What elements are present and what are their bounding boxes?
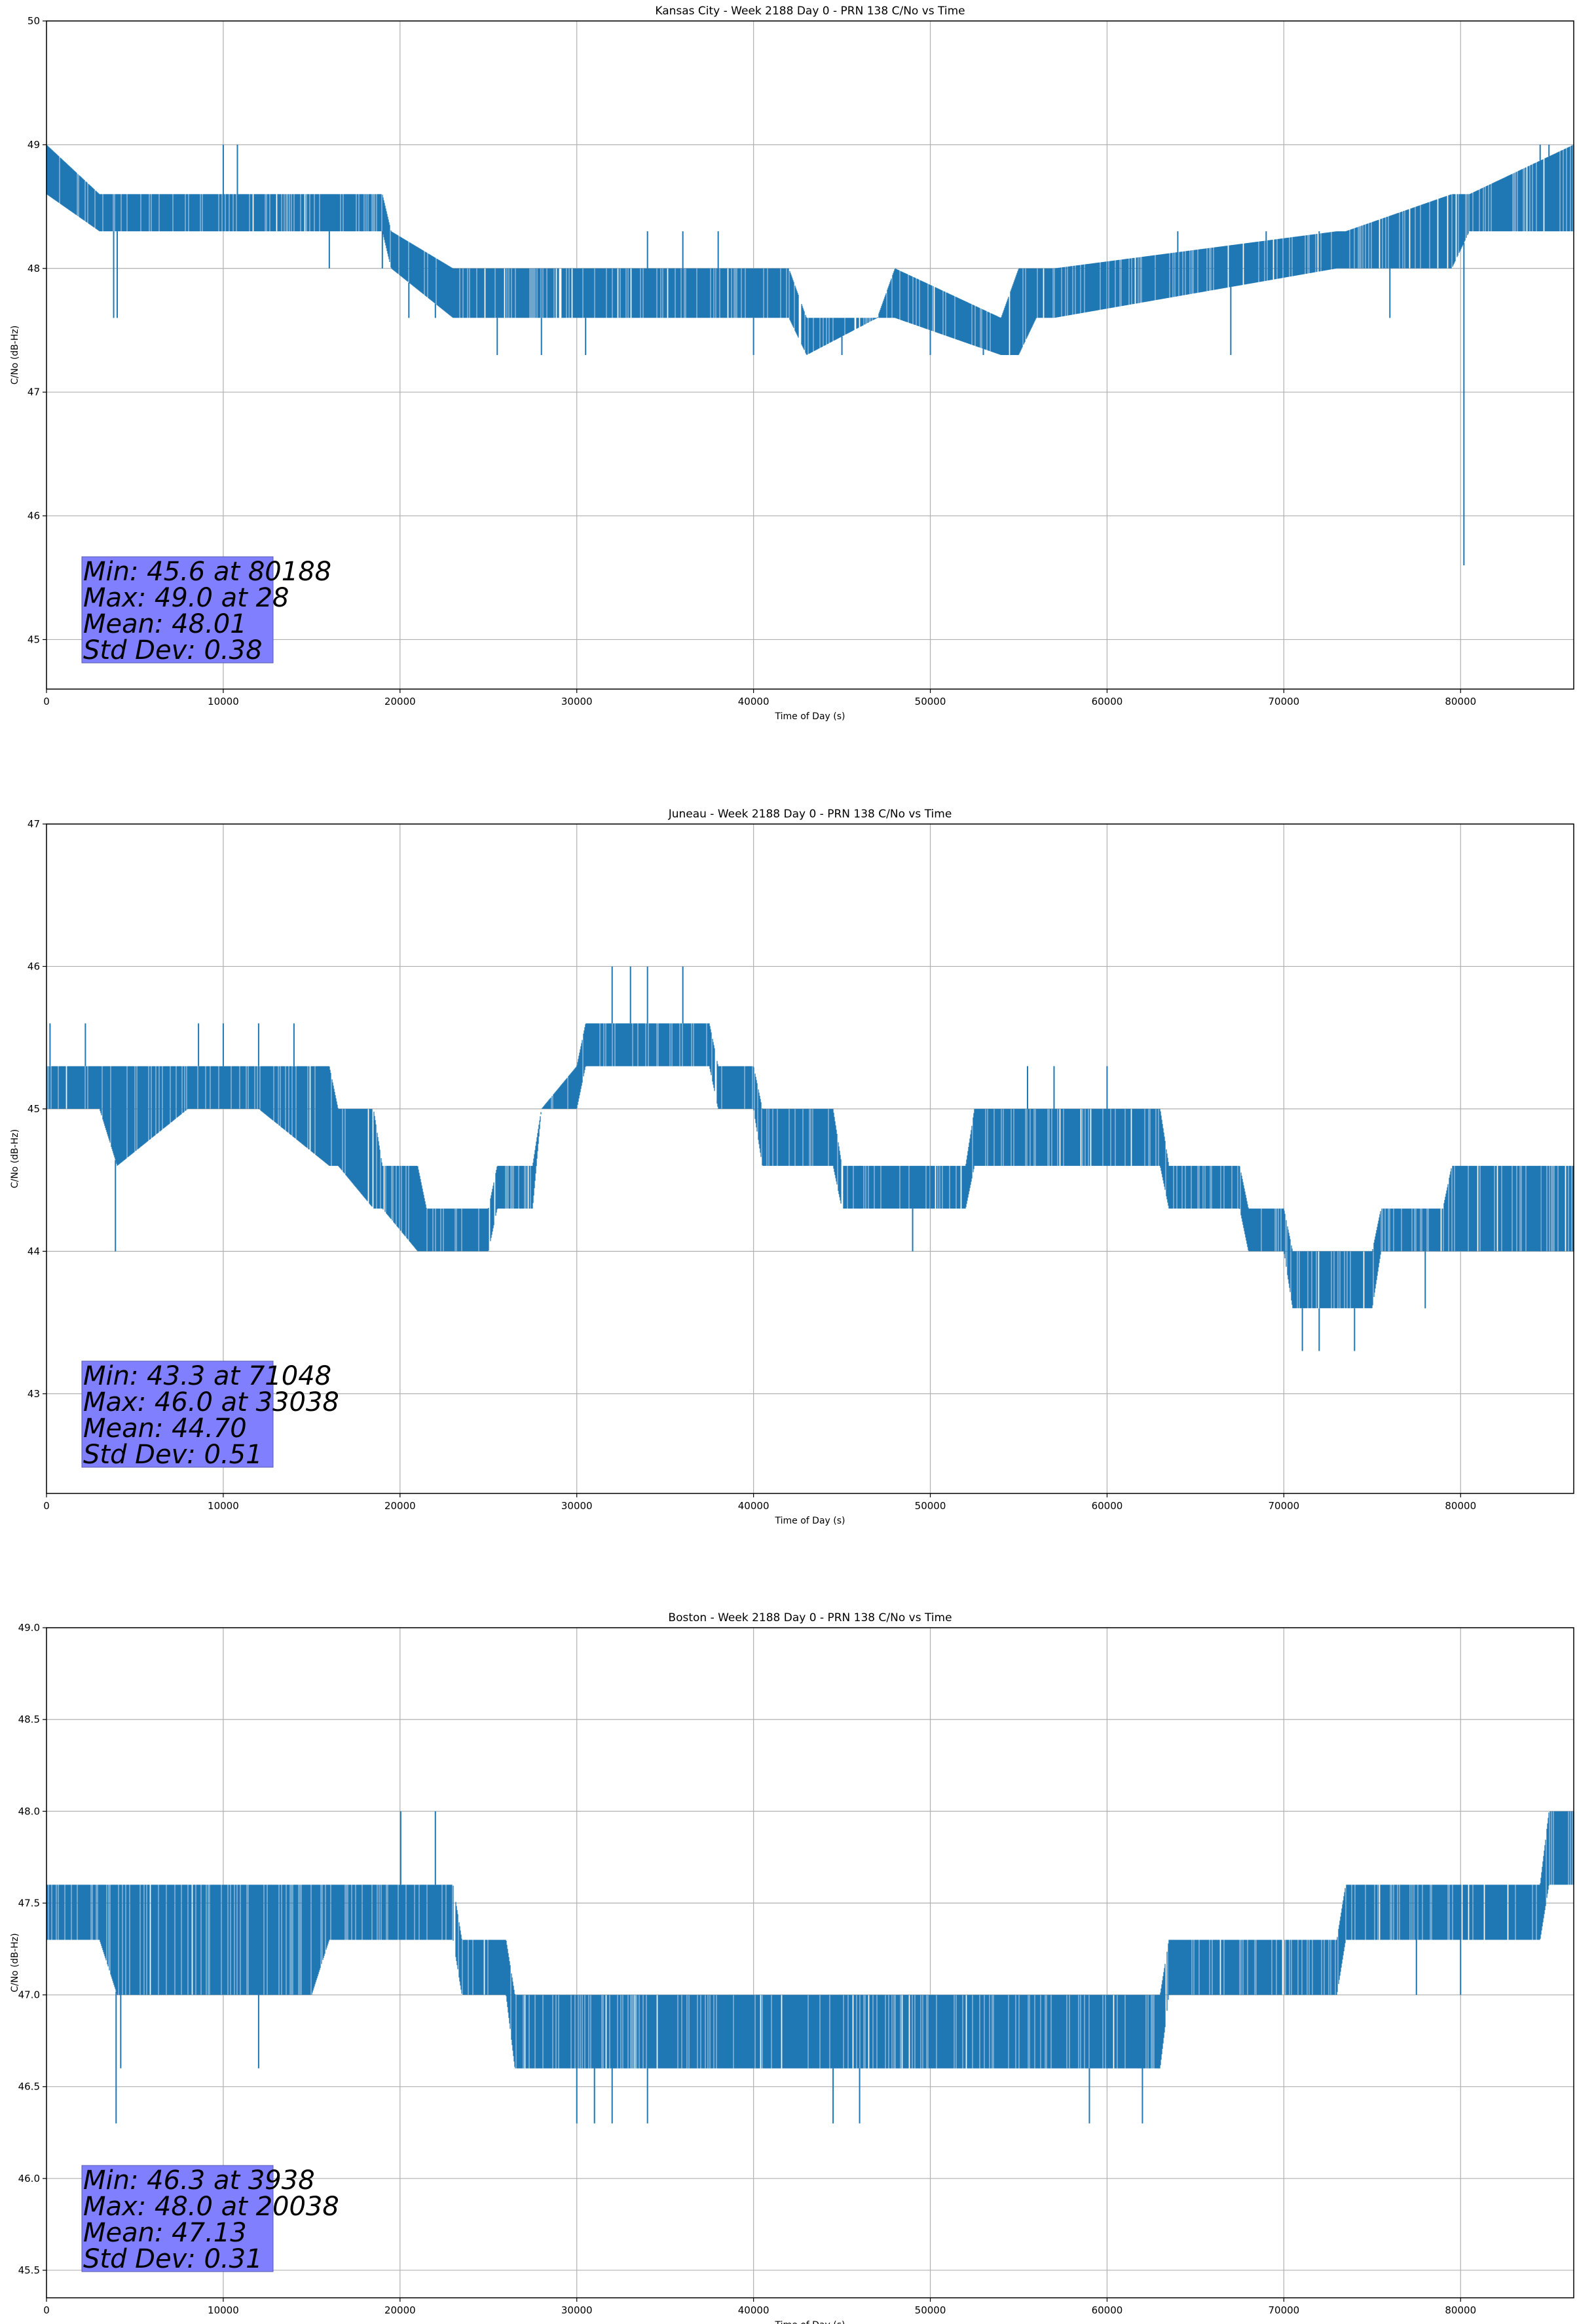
stats-line: Min: 45.6 at 80188 [83, 557, 331, 587]
y-axis-label: C/No (dB-Hz) [10, 1933, 20, 1992]
y-tick-label: 49.0 [18, 1622, 40, 1634]
x-tick-label: 30000 [561, 1500, 593, 1512]
x-tick-label: 60000 [1092, 1500, 1123, 1512]
chart-title: Boston - Week 2188 Day 0 - PRN 138 C/No … [668, 1611, 952, 1624]
x-tick-label: 10000 [208, 2304, 239, 2316]
stats-line: Min: 43.3 at 71048 [83, 1361, 331, 1391]
x-tick-label: 80000 [1445, 1500, 1476, 1512]
x-tick-label: 50000 [915, 696, 946, 707]
stats-line: Min: 46.3 at 3938 [83, 2165, 315, 2196]
x-tick-label: 20000 [384, 1500, 416, 1512]
y-tick-label: 46 [28, 510, 40, 522]
axes-frame [46, 1627, 1574, 2298]
stats-line: Mean: 44.70 [83, 1414, 247, 1444]
x-tick-label: 70000 [1268, 1500, 1299, 1512]
x-tick-label: 10000 [208, 1500, 239, 1512]
x-axis-label: Time of Day (s) [775, 711, 845, 722]
x-axis-label: Time of Day (s) [775, 1516, 845, 1526]
series-band [46, 1023, 1574, 1309]
y-tick-label: 47 [28, 818, 40, 830]
y-tick-label: 43 [28, 1388, 40, 1400]
x-tick-label: 80000 [1445, 696, 1476, 707]
x-tick-label: 0 [43, 1500, 50, 1512]
x-tick-label: 0 [43, 696, 50, 707]
y-tick-label: 45.5 [18, 2264, 40, 2276]
x-tick-label: 40000 [738, 2304, 770, 2316]
stats-line: Std Dev: 0.51 [83, 1440, 263, 1470]
x-tick-label: 40000 [738, 1500, 770, 1512]
y-tick-label: 48.5 [18, 1714, 40, 1725]
stats-box-background [81, 1360, 274, 1468]
subplot-0: 0 10000 20000 30000 40000 50000 60000 70000 8000… [10, 5, 1574, 722]
x-tick-label: 50000 [915, 2304, 946, 2316]
x-tick-label: 70000 [1268, 2304, 1299, 2316]
stats-line: Std Dev: 0.31 [83, 2244, 263, 2274]
y-tick-label: 48.0 [18, 1805, 40, 1817]
series-band [46, 1811, 1574, 2069]
x-tick-label: 30000 [561, 2304, 593, 2316]
x-tick-label: 0 [43, 2304, 50, 2316]
y-axis-label: C/No (dB-Hz) [10, 326, 20, 384]
y-tick-label: 46 [28, 960, 40, 972]
chart-title: Juneau - Week 2188 Day 0 - PRN 138 C/No … [668, 808, 952, 821]
y-tick-label: 45 [28, 1103, 40, 1115]
chart-title: Kansas City - Week 2188 Day 0 - PRN 138 … [655, 5, 965, 18]
stats-box-background [81, 2165, 274, 2272]
y-tick-label: 50 [28, 15, 40, 27]
x-tick-label: 10000 [208, 696, 239, 707]
x-tick-label: 80000 [1445, 2304, 1476, 2316]
axes-frame [46, 823, 1574, 1494]
series-line [46, 1811, 1574, 2124]
stats-line: Max: 46.0 at 33038 [83, 1387, 339, 1417]
series-line [46, 144, 1574, 566]
axes-frame [46, 20, 1574, 690]
x-tick-label: 30000 [561, 696, 593, 707]
stats-line: Max: 49.0 at 28 [83, 583, 289, 613]
stats-line: Mean: 47.13 [83, 2218, 247, 2248]
y-tick-label: 49 [28, 139, 40, 151]
series-line [46, 966, 1574, 1351]
subplot-1: 0 10000 20000 30000 40000 50000 60000 70000 8000… [10, 808, 1574, 1526]
y-tick-label: 48 [28, 263, 40, 274]
x-tick-label: 60000 [1092, 696, 1123, 707]
stats-line: Max: 48.0 at 20038 [83, 2192, 339, 2222]
y-tick-label: 47 [28, 386, 40, 398]
x-axis-label: Time of Day (s) [775, 2320, 845, 2324]
x-tick-label: 20000 [384, 696, 416, 707]
stats-line: Mean: 48.01 [83, 609, 247, 639]
x-tick-label: 60000 [1092, 2304, 1123, 2316]
x-tick-label: 40000 [738, 696, 770, 707]
y-axis-label: C/No (dB-Hz) [10, 1129, 20, 1188]
x-tick-label: 50000 [915, 1500, 946, 1512]
y-tick-label: 46.5 [18, 2081, 40, 2093]
stats-line: Std Dev: 0.38 [83, 635, 263, 665]
y-tick-label: 47.0 [18, 1989, 40, 2001]
stats-box-background [81, 556, 274, 664]
y-tick-label: 47.5 [18, 1897, 40, 1909]
x-tick-label: 20000 [384, 2304, 416, 2316]
y-tick-label: 45 [28, 633, 40, 645]
series-band [46, 144, 1574, 355]
y-tick-label: 46.0 [18, 2173, 40, 2184]
subplot-2: 0 10000 20000 30000 40000 50000 60000 70000 8000… [10, 1611, 1574, 2324]
x-tick-label: 70000 [1268, 696, 1299, 707]
y-tick-label: 44 [28, 1245, 40, 1257]
